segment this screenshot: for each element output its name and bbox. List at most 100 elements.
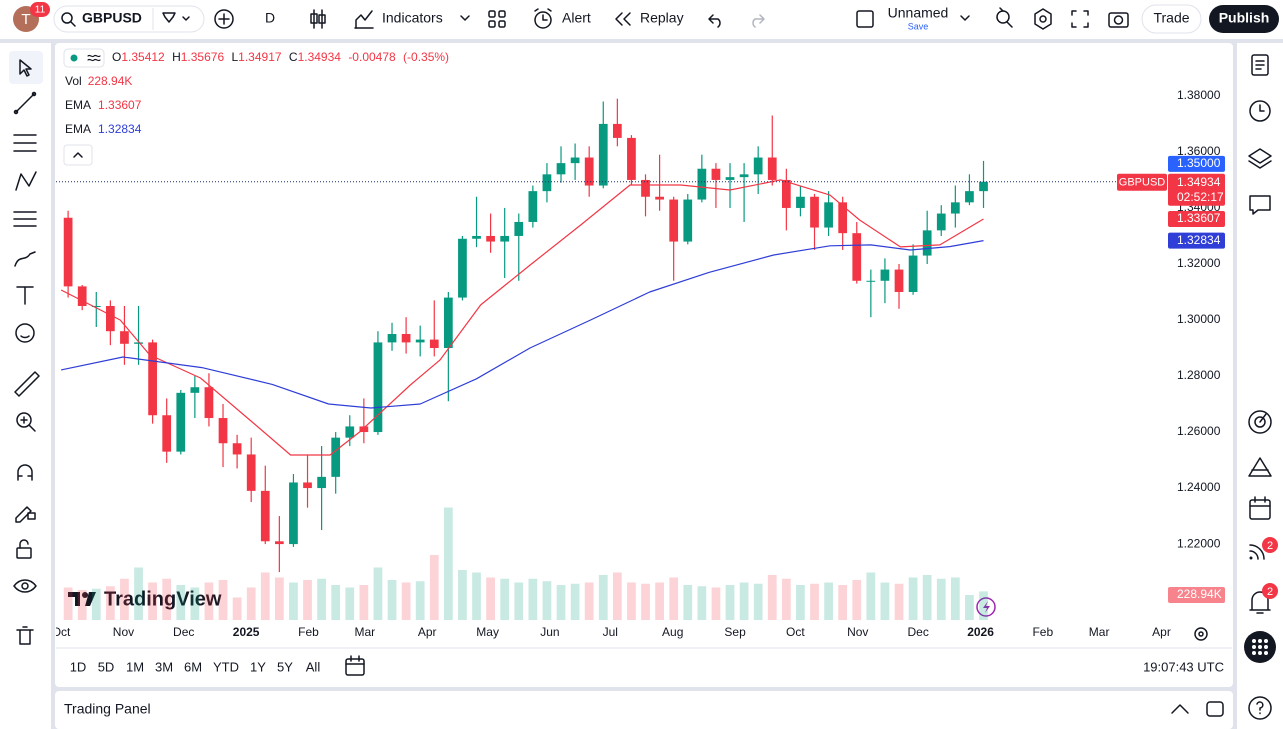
- volume-bar: [725, 585, 735, 620]
- volume-bar: [866, 572, 876, 620]
- volume-bar: [979, 591, 988, 620]
- candle-body: [359, 426, 369, 433]
- right-tools-part: [1249, 496, 1271, 507]
- candle-body: [669, 199, 679, 242]
- date-range-button-part: [345, 655, 365, 665]
- legend-value: 1.35412: [121, 50, 165, 64]
- right-tools-part: [1252, 639, 1256, 643]
- range-button[interactable]: 1M: [126, 659, 144, 674]
- volume-bar: [641, 583, 650, 620]
- x-tick-label: Apr: [1152, 625, 1171, 639]
- date-range-button[interactable]: [345, 655, 365, 676]
- settings-button[interactable]: [1034, 8, 1052, 30]
- legend-field: C: [289, 50, 298, 64]
- events-icon[interactable]: [976, 597, 996, 617]
- chart-panel: [55, 43, 1233, 687]
- volume-bar: [767, 575, 777, 620]
- volume-bar: [697, 586, 707, 620]
- range-button[interactable]: 6M: [184, 659, 202, 674]
- candle-body: [683, 199, 693, 242]
- candle-body: [105, 305, 115, 332]
- range-button[interactable]: 1D: [70, 659, 87, 674]
- avatar[interactable]: T 11: [13, 2, 50, 32]
- x-tick-label: 2025: [233, 625, 260, 639]
- left-tools-part: [13, 579, 37, 593]
- right-tools-part: [1259, 104, 1265, 112]
- candle-body: [570, 157, 580, 164]
- volume-bar: [753, 583, 763, 620]
- range-button[interactable]: 3M: [155, 659, 173, 674]
- volume-bar: [274, 577, 284, 620]
- volume-bar: [922, 575, 932, 620]
- notification-badge: 2: [1262, 583, 1278, 599]
- time-axis-settings[interactable]: [1194, 627, 1208, 641]
- range-button[interactable]: 5Y: [277, 659, 293, 674]
- volume-bar: [908, 577, 918, 620]
- legend-field: L: [231, 50, 238, 64]
- interval-button[interactable]: D: [265, 10, 275, 26]
- candle-body: [77, 286, 87, 306]
- right-tools[interactable]: [1244, 54, 1276, 720]
- range-button[interactable]: All: [306, 659, 321, 674]
- volume-bar: [429, 555, 439, 620]
- compare-button[interactable]: [214, 9, 234, 29]
- candle-body: [486, 235, 495, 242]
- ema-legend: EMA 1.33607: [65, 98, 142, 112]
- symbol-search[interactable]: GBPUSD: [53, 5, 205, 33]
- range-button[interactable]: 5D: [98, 659, 115, 674]
- right-tools-part: [1252, 651, 1256, 655]
- plot-area: [60, 98, 988, 620]
- volume-bar: [246, 587, 256, 620]
- candle-body: [866, 280, 876, 282]
- fullscreen-button[interactable]: [1071, 10, 1089, 28]
- volume-bar: [584, 582, 594, 620]
- bar-style-button[interactable]: [310, 9, 326, 29]
- candle-body: [274, 541, 284, 545]
- alert-button[interactable]: Alert: [534, 8, 591, 29]
- indicators-button[interactable]: Indicators: [354, 10, 470, 29]
- redo-button[interactable]: [752, 14, 765, 28]
- left-tools[interactable]: [9, 51, 43, 645]
- events-icon-part: [976, 597, 996, 617]
- volume-bar: [627, 582, 636, 620]
- right-tools-part: [1259, 413, 1267, 423]
- candle-body: [739, 174, 749, 178]
- volume-bar: [965, 595, 974, 620]
- candle-body: [556, 163, 566, 175]
- candle-body: [908, 255, 918, 292]
- range-button[interactable]: 1Y: [250, 659, 266, 674]
- panel-controls[interactable]: [1171, 701, 1224, 717]
- publish-button-part: [1209, 5, 1279, 33]
- candle-body: [120, 331, 129, 344]
- undo-button[interactable]: [708, 14, 721, 28]
- candle-body: [303, 482, 312, 489]
- layout-button-part: [960, 15, 970, 21]
- trade-button[interactable]: Trade: [1141, 4, 1202, 34]
- candle-body: [711, 168, 721, 180]
- legend-icons[interactable]: [63, 48, 105, 68]
- right-tools-part: [1249, 100, 1271, 122]
- compare-button-part: [218, 13, 230, 25]
- screenshot-button[interactable]: [1108, 12, 1129, 28]
- right-tools-part: [1249, 544, 1265, 560]
- layout-button[interactable]: Unnamed Save: [856, 5, 970, 32]
- fullscreen-button-part: [1071, 10, 1089, 28]
- volume-bar: [63, 587, 73, 620]
- volume-bar: [232, 597, 242, 620]
- x-tick-label: Mar: [355, 625, 376, 639]
- volume-bar: [472, 572, 481, 620]
- volume-bar: [91, 588, 101, 620]
- quick-search-button[interactable]: [996, 7, 1013, 28]
- publish-button[interactable]: Publish: [1209, 5, 1279, 33]
- replay-button[interactable]: Replay: [615, 10, 684, 26]
- range-button[interactable]: YTD: [213, 659, 239, 674]
- volume-legend: Vol 228.94K: [65, 74, 132, 88]
- trading-panel-title[interactable]: Trading Panel: [64, 701, 151, 717]
- left-tools-part: [15, 93, 35, 113]
- volume-bar: [781, 578, 791, 620]
- templates-button[interactable]: [488, 10, 506, 28]
- right-tools-part: [1258, 639, 1262, 643]
- volume-bar: [373, 567, 383, 620]
- publish-button-part: Publish: [1219, 10, 1270, 26]
- collapse-legend[interactable]: [63, 144, 93, 166]
